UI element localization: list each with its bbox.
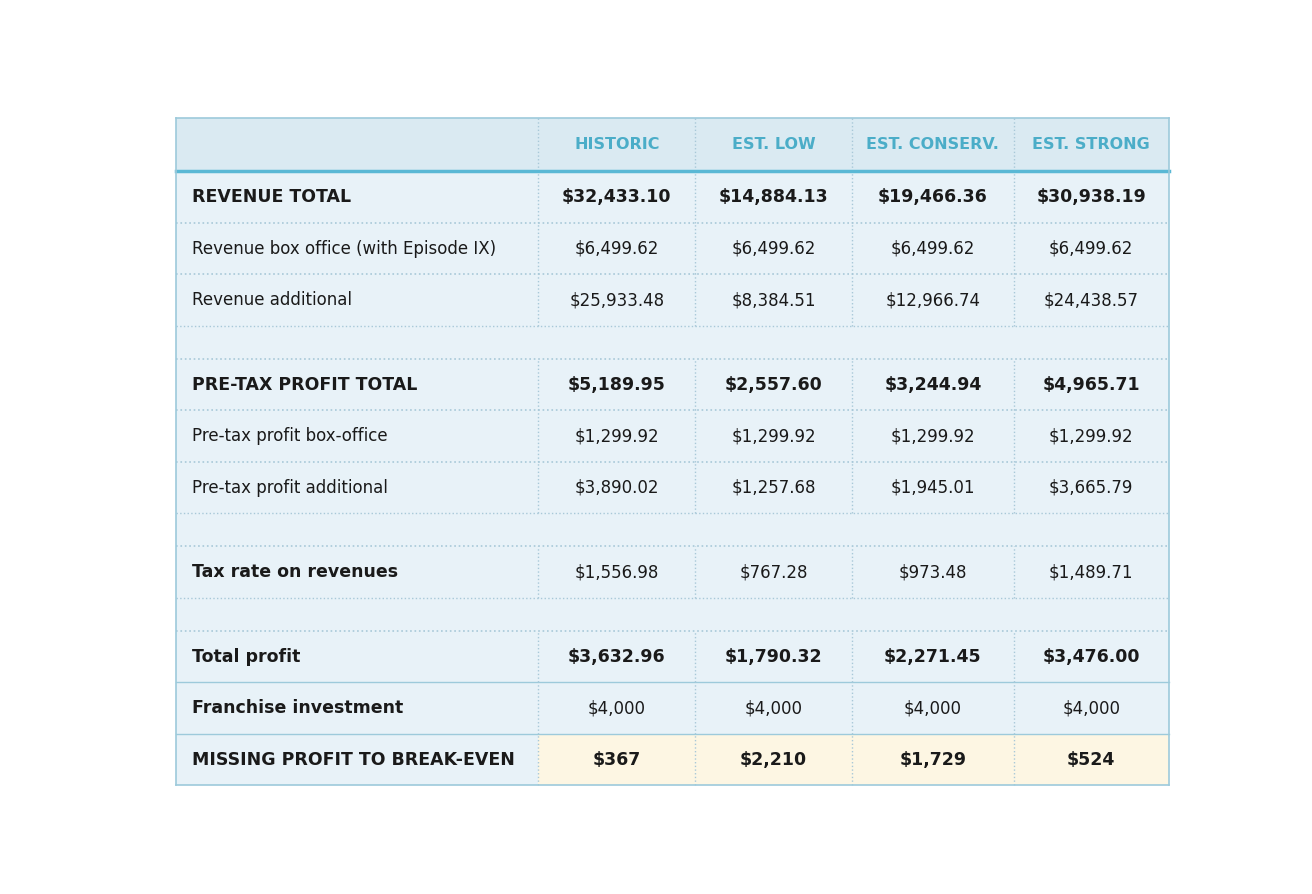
Text: $6,499.62: $6,499.62 — [891, 240, 975, 257]
Text: HISTORIC: HISTORIC — [575, 137, 660, 152]
Text: $3,244.94: $3,244.94 — [884, 375, 981, 393]
Text: PRE-TAX PROFIT TOTAL: PRE-TAX PROFIT TOTAL — [193, 375, 417, 393]
Text: $4,000: $4,000 — [588, 699, 646, 717]
Text: $1,729: $1,729 — [900, 751, 967, 769]
Text: $3,665.79: $3,665.79 — [1050, 478, 1134, 497]
Text: MISSING PROFIT TO BREAK-EVEN: MISSING PROFIT TO BREAK-EVEN — [193, 751, 516, 769]
Text: $32,433.10: $32,433.10 — [562, 188, 672, 206]
Text: $367: $367 — [593, 751, 642, 769]
Text: $524: $524 — [1067, 751, 1115, 769]
Text: $4,000: $4,000 — [745, 699, 803, 717]
Text: Total profit: Total profit — [193, 647, 300, 665]
Text: EST. CONSERV.: EST. CONSERV. — [866, 137, 1000, 152]
Text: $1,556.98: $1,556.98 — [575, 563, 659, 581]
Text: $6,499.62: $6,499.62 — [731, 240, 816, 257]
Text: $767.28: $767.28 — [740, 563, 808, 581]
Text: $25,933.48: $25,933.48 — [569, 291, 664, 309]
Text: Revenue box office (with Episode IX): Revenue box office (with Episode IX) — [193, 240, 497, 257]
Text: $2,557.60: $2,557.60 — [724, 375, 823, 393]
Text: $1,790.32: $1,790.32 — [724, 647, 823, 665]
Text: EST. LOW: EST. LOW — [732, 137, 816, 152]
Text: $3,632.96: $3,632.96 — [568, 647, 665, 665]
Text: $24,438.57: $24,438.57 — [1043, 291, 1139, 309]
Text: $1,299.92: $1,299.92 — [891, 427, 975, 445]
Text: $3,476.00: $3,476.00 — [1043, 647, 1140, 665]
Text: $6,499.62: $6,499.62 — [1050, 240, 1134, 257]
Text: $1,489.71: $1,489.71 — [1048, 563, 1134, 581]
Text: $12,966.74: $12,966.74 — [886, 291, 980, 309]
Text: $4,965.71: $4,965.71 — [1042, 375, 1140, 393]
Text: $3,890.02: $3,890.02 — [575, 478, 659, 497]
Text: $1,299.92: $1,299.92 — [1048, 427, 1134, 445]
Text: Revenue additional: Revenue additional — [193, 291, 353, 309]
Text: $4,000: $4,000 — [1063, 699, 1120, 717]
Text: Tax rate on revenues: Tax rate on revenues — [193, 563, 399, 581]
Text: REVENUE TOTAL: REVENUE TOTAL — [193, 188, 352, 206]
Text: Pre-tax profit box-office: Pre-tax profit box-office — [193, 427, 388, 445]
Text: $1,945.01: $1,945.01 — [891, 478, 975, 497]
Bar — [538, 734, 1169, 785]
Text: Franchise investment: Franchise investment — [193, 699, 404, 717]
Text: EST. STRONG: EST. STRONG — [1033, 137, 1151, 152]
Text: Pre-tax profit additional: Pre-tax profit additional — [193, 478, 388, 497]
Text: $5,189.95: $5,189.95 — [568, 375, 665, 393]
Text: $1,299.92: $1,299.92 — [575, 427, 659, 445]
Bar — [176, 118, 1169, 172]
Bar — [176, 734, 538, 785]
Text: $8,384.51: $8,384.51 — [731, 291, 816, 309]
Text: $2,210: $2,210 — [740, 751, 807, 769]
Text: $30,938.19: $30,938.19 — [1036, 188, 1147, 206]
Text: $1,299.92: $1,299.92 — [731, 427, 816, 445]
Text: $973.48: $973.48 — [899, 563, 967, 581]
Text: $1,257.68: $1,257.68 — [731, 478, 816, 497]
Text: $2,271.45: $2,271.45 — [884, 647, 981, 665]
Text: $19,466.36: $19,466.36 — [878, 188, 988, 206]
Text: $6,499.62: $6,499.62 — [575, 240, 659, 257]
Text: $4,000: $4,000 — [904, 699, 962, 717]
Text: $14,884.13: $14,884.13 — [719, 188, 828, 206]
